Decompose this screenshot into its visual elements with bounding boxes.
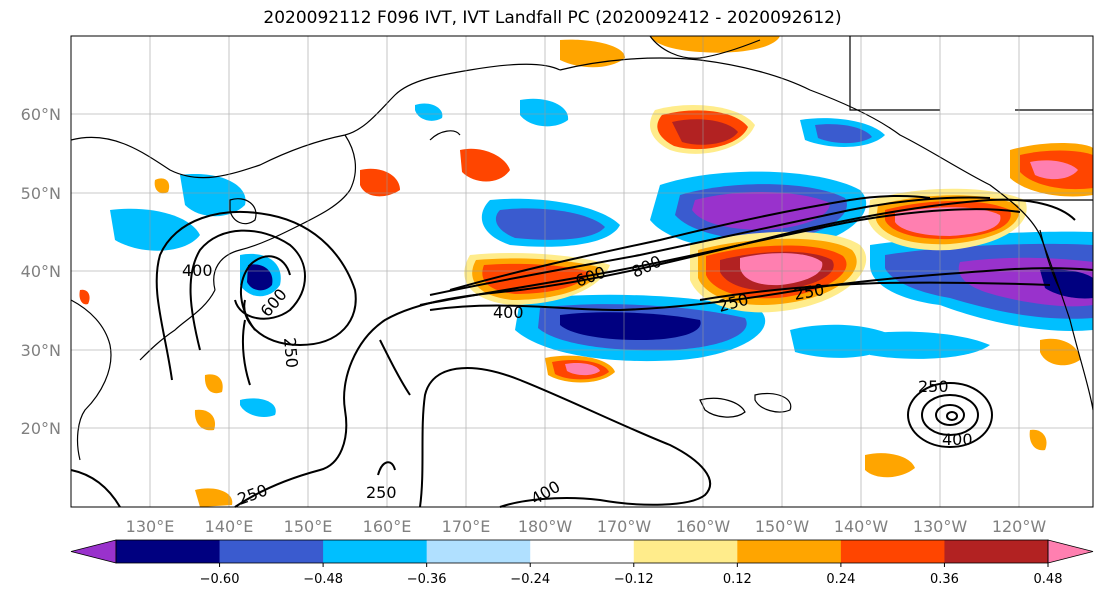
colorbar-tick-label: −0.48 [303, 572, 343, 587]
colorbar-segment [426, 540, 531, 563]
colorbar-segment [323, 540, 428, 563]
colorbar-segment [530, 540, 635, 563]
svg-text:170°W: 170°W [597, 517, 652, 536]
longitude-labels: 130°E 140°E 150°E 160°E 170°E 180°W 170°… [126, 517, 1047, 536]
svg-text:150°W: 150°W [755, 517, 810, 536]
colorbar-arrow-right [1047, 539, 1094, 564]
coastlines [70, 35, 1094, 461]
svg-text:140°E: 140°E [205, 517, 254, 536]
colorbar-segment [944, 540, 1049, 563]
svg-text:60°N: 60°N [21, 105, 61, 124]
svg-text:40°N: 40°N [21, 262, 61, 281]
colorbar-segment [219, 540, 324, 563]
svg-text:130°W: 130°W [913, 517, 968, 536]
latitude-labels: 20°N 30°N 40°N 50°N 60°N [21, 105, 61, 438]
colorbar-segment [840, 540, 945, 563]
svg-text:150°E: 150°E [284, 517, 333, 536]
svg-text:50°N: 50°N [21, 184, 61, 203]
colorbar: −0.60 −0.48 −0.36 −0.24 −0.12 0.12 0.24 0.36 0.4… [70, 539, 1094, 587]
svg-text:130°E: 130°E [126, 517, 175, 536]
svg-text:170°E: 170°E [442, 517, 491, 536]
ivt-shading [79, 36, 1093, 507]
map-frame [70, 35, 1094, 508]
colorbar-segment [633, 540, 738, 563]
contour-label: 250 [280, 337, 302, 369]
colorbar-tick-label: −0.12 [614, 572, 654, 587]
colorbar-tick-label: −0.60 [200, 572, 240, 587]
colorbar-tick-label: 0.36 [930, 572, 959, 587]
contour-labels: 400 600 800 250 600 400 250 250 250 400 … [182, 251, 973, 508]
colorbar-tick-label: −0.36 [407, 572, 447, 587]
colorbar-tick-label: 0.12 [723, 572, 752, 587]
colorbar-segment [116, 540, 221, 563]
colorbar-outline [115, 539, 1049, 564]
map-title: 2020092112 F096 IVT, IVT Landfall PC (20… [263, 8, 842, 28]
svg-text:180°W: 180°W [518, 517, 573, 536]
contour-label: 250 [366, 483, 397, 502]
contour-label: 250 [918, 377, 949, 396]
svg-text:140°W: 140°W [834, 517, 889, 536]
colorbar-tick-label: 0.24 [826, 572, 855, 587]
contour-label: 400 [182, 261, 213, 280]
svg-text:120°W: 120°W [992, 517, 1047, 536]
colorbar-tick-label: 0.48 [1034, 572, 1063, 587]
svg-text:160°E: 160°E [363, 517, 412, 536]
colorbar-segment [737, 540, 842, 563]
colorbar-arrow-left [70, 539, 117, 564]
svg-text:20°N: 20°N [21, 419, 61, 438]
grid-lines [71, 36, 1093, 507]
svg-text:160°W: 160°W [676, 517, 731, 536]
contour-label: 400 [942, 430, 973, 449]
contour-label: 400 [493, 303, 524, 322]
colorbar-tick-label: −0.24 [510, 572, 550, 587]
ivt-contours [70, 194, 1094, 508]
svg-text:30°N: 30°N [21, 341, 61, 360]
